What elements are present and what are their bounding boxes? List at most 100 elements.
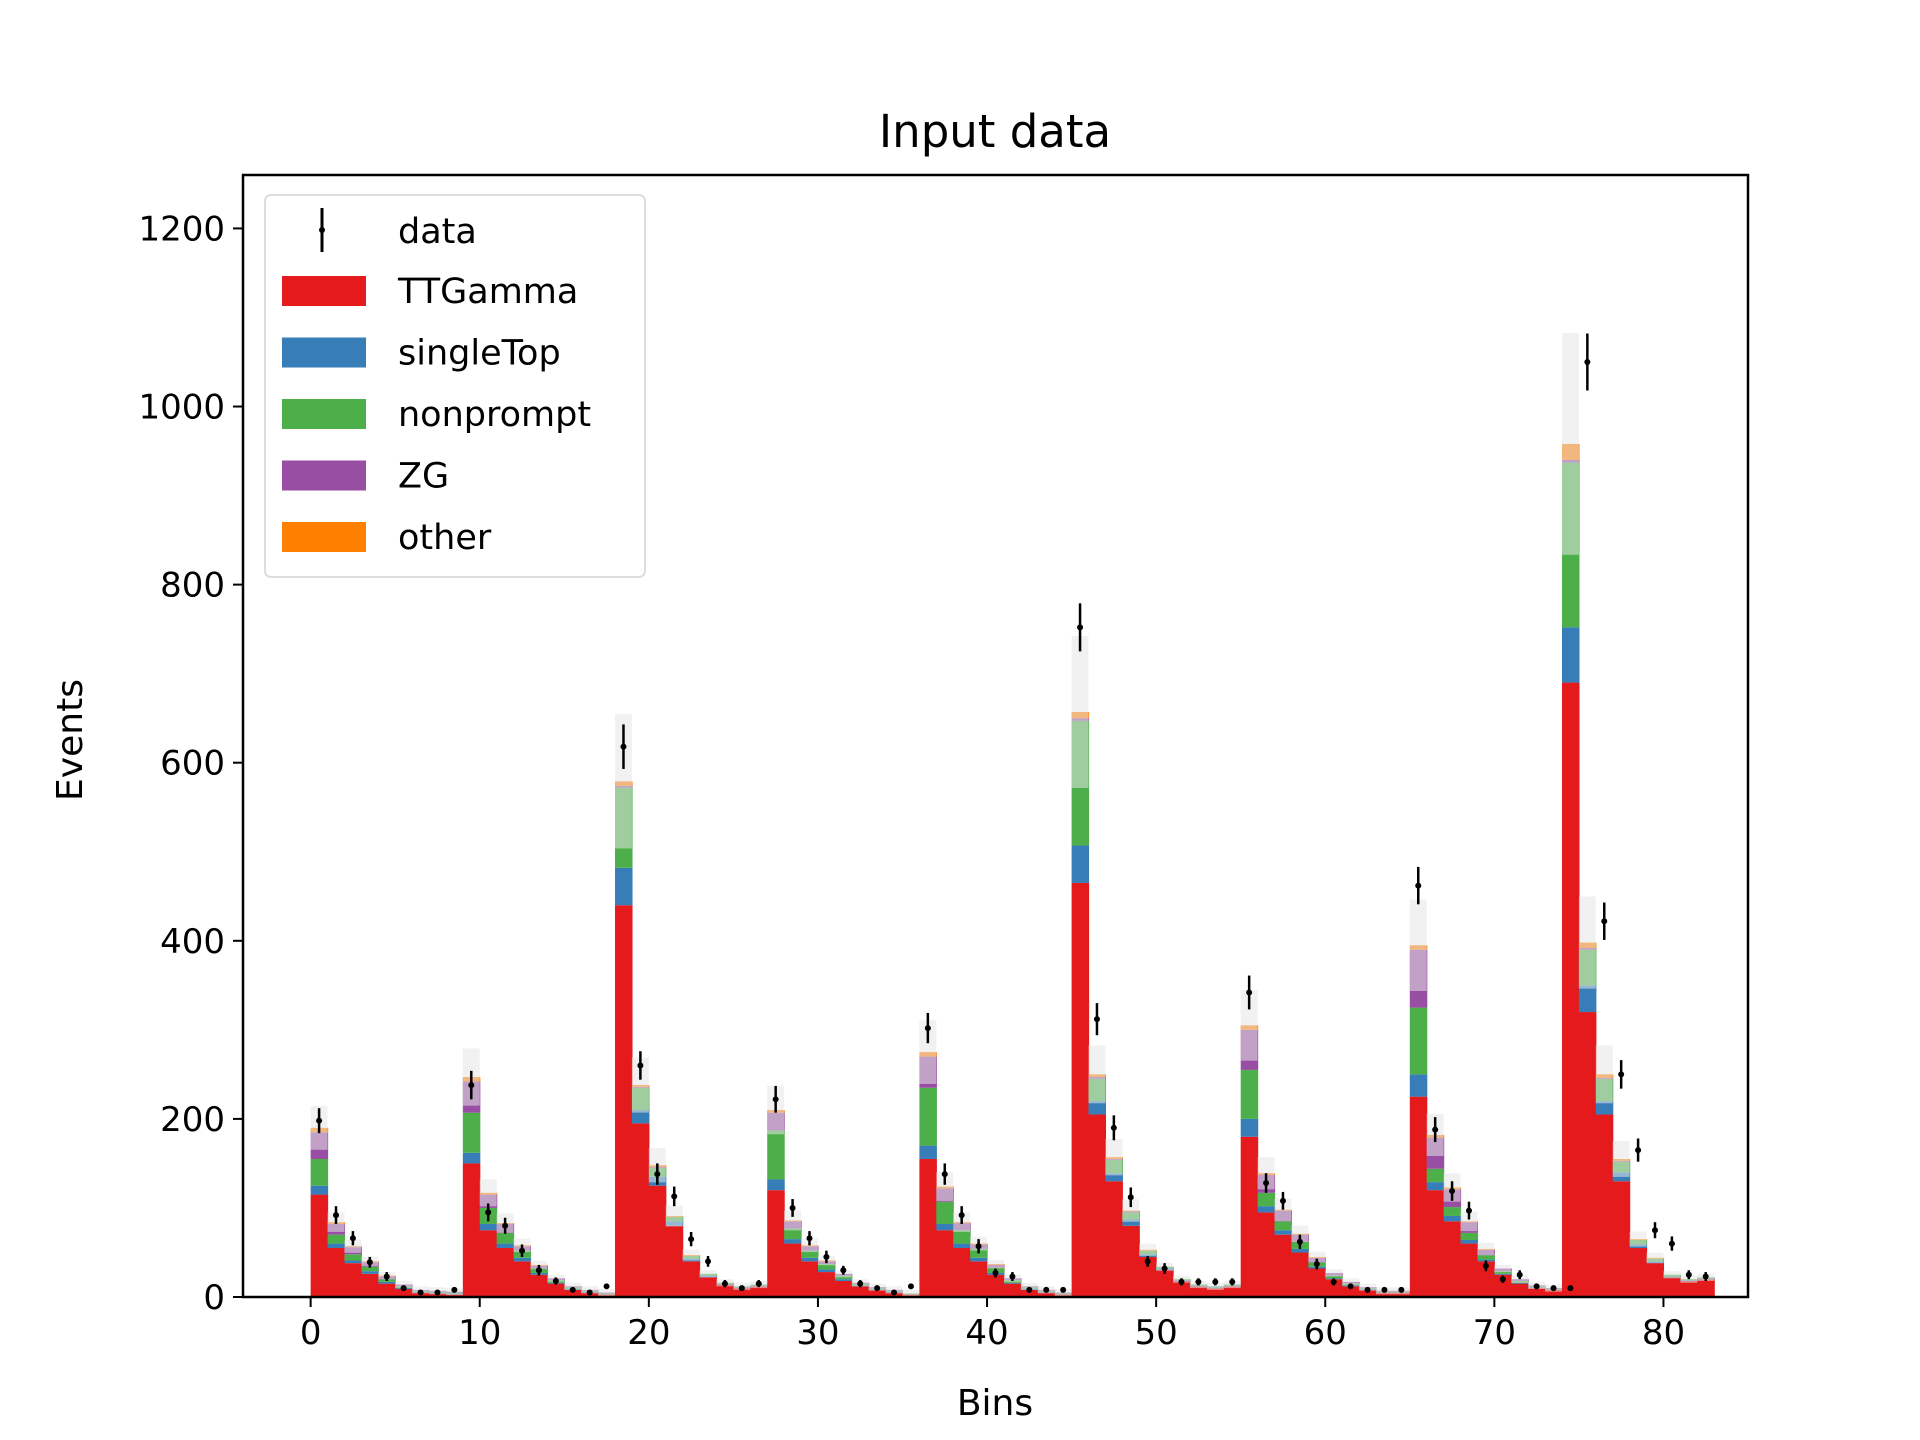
bar-segment-TTGamma (564, 1289, 582, 1297)
data-point (1533, 1283, 1540, 1290)
data-point (569, 1286, 576, 1293)
bar-segment-singleTop (1088, 1101, 1107, 1115)
uncertainty-band (1663, 1271, 1681, 1279)
data-point (721, 1280, 728, 1287)
y-tick-label: 400 (160, 922, 225, 962)
x-axis-label: Bins (957, 1383, 1033, 1424)
data-point (1195, 1278, 1202, 1285)
chart-title: Input data (879, 105, 1111, 158)
bar-segment-singleTop (784, 1239, 802, 1244)
bar-segment-nonprompt (919, 1087, 937, 1146)
uncertainty-band (344, 1239, 362, 1253)
data-point (823, 1253, 830, 1260)
bar-segment-TTGamma (462, 1163, 481, 1297)
data-point (1009, 1273, 1016, 1280)
bar-segment-TTGamma (1308, 1268, 1326, 1297)
data-point (891, 1289, 898, 1296)
data-point (755, 1280, 762, 1287)
y-tick-label: 1000 (138, 388, 225, 428)
data-point (738, 1285, 745, 1292)
bar-segment-TTGamma (479, 1230, 498, 1297)
bar-segment-TTGamma (1189, 1286, 1208, 1297)
bar-segment-singleTop (1561, 627, 1580, 683)
x-tick-label: 10 (458, 1313, 501, 1353)
bar-segment-singleTop (615, 867, 633, 906)
data-point (874, 1285, 881, 1292)
bar-segment-nonprompt (817, 1264, 836, 1270)
data-point (502, 1222, 509, 1229)
uncertainty-band (1274, 1198, 1292, 1222)
bar-segment-TTGamma (1443, 1221, 1462, 1297)
bar-segment-TTGamma (1223, 1286, 1242, 1297)
bar-segment-singleTop (801, 1257, 819, 1262)
bar-segment-TTGamma (1680, 1280, 1698, 1297)
data-point (1279, 1197, 1286, 1204)
x-tick-label: 0 (300, 1313, 322, 1353)
bar-segment-TTGamma (631, 1123, 650, 1297)
bar-segment-nonprompt (936, 1201, 954, 1224)
legend-swatch-ZG (282, 460, 366, 491)
uncertainty-band (784, 1210, 802, 1231)
data-point (688, 1236, 695, 1243)
x-axis-ticks: 0 10 20 30 40 50 60 70 80 (300, 1297, 1685, 1353)
uncertainty-band (1460, 1211, 1478, 1232)
bar-segment-nonprompt (361, 1266, 379, 1272)
bar-segment-singleTop (344, 1260, 362, 1264)
bar-segment-singleTop (1511, 1282, 1529, 1284)
bar-segment-TTGamma (868, 1289, 887, 1297)
bar-segment-TTGamma (716, 1284, 734, 1297)
y-tick-label: 0 (203, 1278, 225, 1318)
bar-segment-singleTop (970, 1257, 988, 1262)
uncertainty-band (682, 1249, 700, 1261)
uncertainty-band (631, 1057, 649, 1113)
data-point (366, 1259, 373, 1266)
bar-segment-TTGamma (1663, 1277, 1681, 1297)
bar-segment-singleTop (378, 1281, 396, 1284)
data-point (1026, 1286, 1033, 1293)
legend-label-other: other (398, 518, 492, 558)
bar-segment-singleTop (479, 1223, 498, 1231)
bar-segment-TTGamma (327, 1248, 346, 1297)
data-point (1229, 1278, 1236, 1285)
data-point (1668, 1240, 1675, 1247)
data-point (535, 1267, 542, 1274)
bar-segment-TTGamma (1561, 682, 1580, 1297)
data-point (992, 1269, 999, 1276)
bar-segment-singleTop (834, 1279, 853, 1281)
data-point (333, 1212, 340, 1219)
x-tick-label: 50 (1135, 1313, 1178, 1353)
uncertainty-band (1629, 1231, 1647, 1247)
bar-segment-TTGamma (1037, 1292, 1056, 1297)
bar-segment-TTGamma (1173, 1280, 1191, 1297)
bar-segment-singleTop (1257, 1206, 1276, 1213)
uncertainty-band (1409, 899, 1427, 991)
uncertainty-band (615, 714, 632, 849)
bar-segment-TTGamma (1460, 1243, 1479, 1297)
data-point (1516, 1271, 1523, 1278)
uncertainty-band (1561, 333, 1579, 555)
uncertainty-band (1646, 1252, 1664, 1263)
legend-label-TTGamma: TTGamma (397, 272, 578, 312)
bar-segment-singleTop (1071, 845, 1090, 883)
data-point (519, 1247, 526, 1254)
x-tick-label: 30 (796, 1313, 839, 1353)
data-point (451, 1286, 458, 1293)
data-point (417, 1289, 424, 1296)
bar-segment-TTGamma (1274, 1234, 1293, 1297)
bar-segment-TTGamma (936, 1230, 954, 1297)
bar-segment-nonprompt (1409, 1007, 1428, 1075)
data-point (434, 1289, 441, 1296)
data-point (620, 743, 627, 750)
bar-segment-singleTop (1595, 1101, 1614, 1115)
bar-segment-TTGamma (547, 1283, 565, 1297)
bar-segment-TTGamma (648, 1185, 667, 1297)
bar-segment-TTGamma (1206, 1288, 1225, 1297)
data-point (1584, 359, 1591, 365)
data-point (705, 1258, 712, 1265)
bar-segment-singleTop (936, 1223, 954, 1231)
bar-segment-nonprompt (1443, 1207, 1462, 1216)
legend-item-data: data (319, 208, 477, 252)
bar-segment-TTGamma (682, 1261, 701, 1297)
data-point (1499, 1276, 1506, 1283)
data-point (975, 1243, 982, 1250)
